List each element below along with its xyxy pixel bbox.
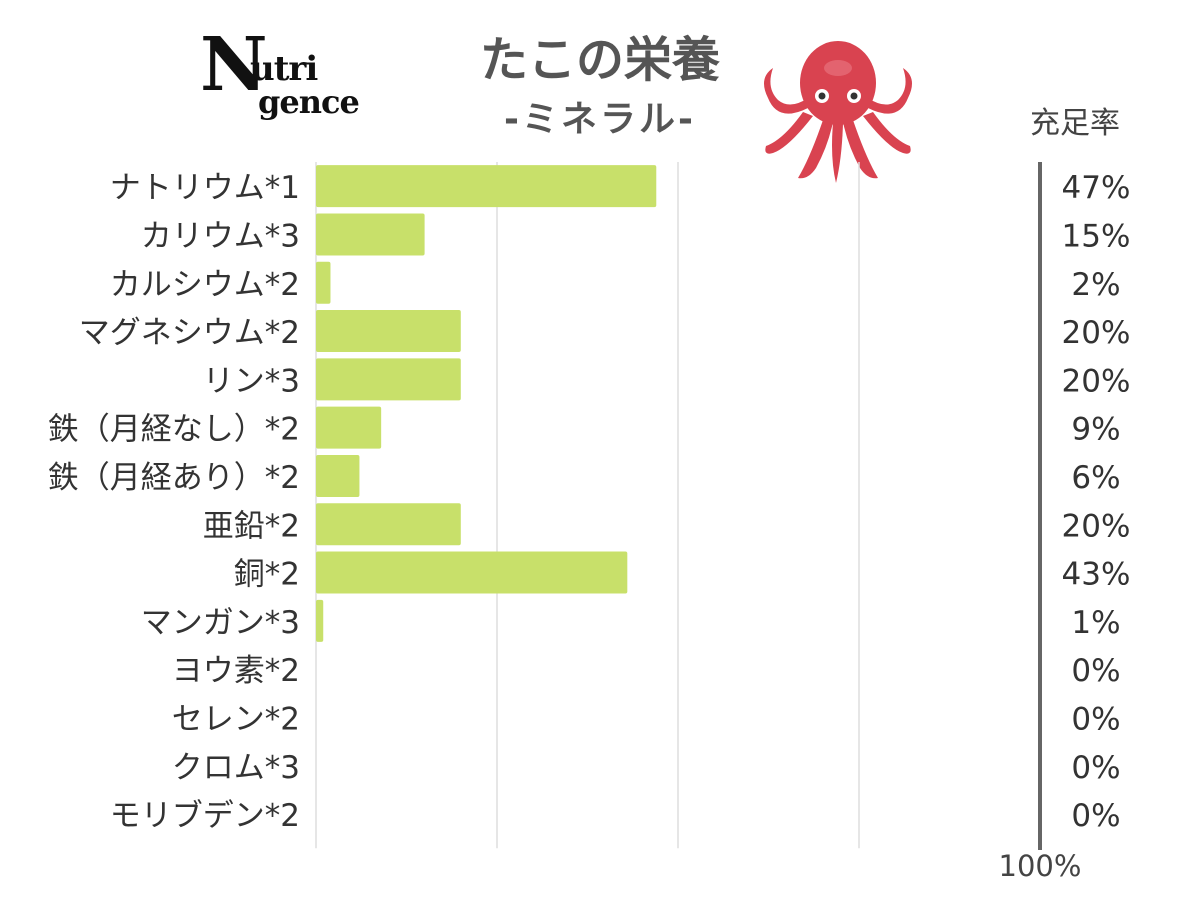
value-label: 9% bbox=[1071, 412, 1120, 448]
category-label: カリウム*3 bbox=[141, 218, 300, 254]
fulfillment-rate-header: 充足率 bbox=[1030, 106, 1120, 141]
bar bbox=[316, 261, 331, 304]
logo-letter-n: N bbox=[200, 22, 268, 108]
category-label: マンガン*3 bbox=[141, 605, 300, 641]
value-label: 0% bbox=[1071, 750, 1120, 786]
full-scale-label: 100% bbox=[998, 849, 1082, 883]
bar bbox=[316, 406, 382, 449]
category-label: リン*3 bbox=[203, 363, 300, 399]
value-label: 0% bbox=[1071, 653, 1120, 689]
bar bbox=[316, 599, 324, 642]
value-label: 20% bbox=[1062, 315, 1131, 351]
bar bbox=[316, 503, 461, 546]
category-label: モリブデン*2 bbox=[110, 798, 300, 834]
category-label: 鉄（月経なし）*2 bbox=[48, 412, 300, 448]
value-label: 43% bbox=[1062, 557, 1131, 593]
value-label: 20% bbox=[1062, 508, 1131, 544]
value-label: 0% bbox=[1071, 798, 1120, 834]
bar bbox=[316, 551, 628, 594]
logo-text-line2: gence bbox=[258, 83, 360, 121]
category-label: クロム*3 bbox=[172, 750, 300, 786]
bar bbox=[316, 454, 360, 497]
bar bbox=[316, 165, 657, 208]
chart-title: たこの栄養 bbox=[479, 32, 720, 88]
octopus-icon bbox=[764, 41, 912, 183]
mineral-bar-chart: ナトリウム*1 47% カリウム*3 15% カルシウム*2 2% マグネシウム*2 20% リ… bbox=[48, 162, 1131, 850]
value-label: 6% bbox=[1071, 460, 1120, 496]
nutrigence-logo: N utri gence bbox=[200, 28, 370, 138]
chart-subtitle: -ミネラル- bbox=[504, 99, 696, 140]
category-label: セレン*2 bbox=[172, 701, 300, 737]
bar bbox=[316, 213, 425, 256]
value-label: 0% bbox=[1071, 701, 1120, 737]
bar bbox=[316, 310, 461, 353]
value-label: 1% bbox=[1071, 605, 1120, 641]
value-label: 2% bbox=[1071, 267, 1120, 303]
category-label: 鉄（月経あり）*2 bbox=[48, 460, 300, 496]
category-label: 銅*2 bbox=[234, 557, 300, 593]
value-label: 20% bbox=[1062, 363, 1131, 399]
category-label: ナトリウム*1 bbox=[110, 170, 300, 206]
value-label: 47% bbox=[1062, 170, 1131, 206]
category-label: ヨウ素*2 bbox=[172, 653, 300, 689]
category-label: カルシウム*2 bbox=[110, 267, 300, 303]
category-label: 亜鉛*2 bbox=[203, 508, 300, 544]
bar bbox=[316, 358, 461, 401]
logo-text-line1: utri bbox=[250, 49, 318, 89]
value-label: 15% bbox=[1062, 218, 1131, 254]
category-label: マグネシウム*2 bbox=[79, 315, 300, 351]
